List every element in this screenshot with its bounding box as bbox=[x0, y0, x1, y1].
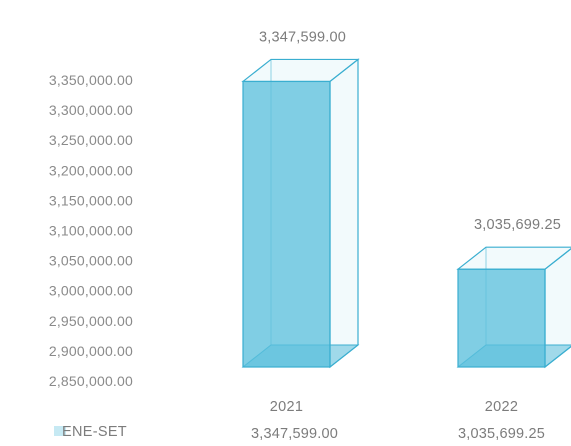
y-tick-label: 2,850,000.00 bbox=[49, 373, 133, 389]
legend-label: ENE-SET bbox=[62, 424, 127, 440]
bar-front-face bbox=[242, 80, 331, 368]
data-table: 3,347,599.00 3,035,699.25 bbox=[251, 426, 545, 442]
bars bbox=[241, 58, 571, 369]
y-tick-label: 3,150,000.00 bbox=[49, 192, 133, 208]
y-tick-label: 3,250,000.00 bbox=[49, 132, 133, 148]
data-table-value: 3,347,599.00 bbox=[251, 426, 338, 442]
data-label: 3,035,699.25 bbox=[474, 217, 561, 233]
y-tick-label: 3,050,000.00 bbox=[49, 253, 133, 269]
bar-front-face bbox=[457, 268, 546, 368]
legend: ENE-SET bbox=[54, 424, 127, 440]
y-axis: 3,350,000.00 3,300,000.00 3,250,000.00 3,20… bbox=[49, 72, 133, 389]
bar-side-face bbox=[329, 58, 359, 369]
y-tick-label: 3,200,000.00 bbox=[49, 162, 133, 178]
y-tick-label: 3,100,000.00 bbox=[49, 223, 133, 239]
bar-2021 bbox=[241, 58, 360, 369]
bar-top-face bbox=[241, 58, 360, 83]
y-tick-label: 3,300,000.00 bbox=[49, 102, 133, 118]
y-tick-label: 3,350,000.00 bbox=[49, 72, 133, 88]
category-label: 2021 bbox=[270, 399, 303, 415]
data-table-value: 3,035,699.25 bbox=[458, 426, 545, 442]
bar-2022 bbox=[456, 246, 571, 369]
y-tick-label: 2,900,000.00 bbox=[49, 343, 133, 359]
data-labels: 3,347,599.00 3,035,699.25 bbox=[259, 29, 561, 233]
y-tick-label: 3,000,000.00 bbox=[49, 283, 133, 299]
category-label: 2022 bbox=[485, 399, 518, 415]
category-labels: 2021 2022 bbox=[270, 399, 518, 415]
bar-top-face bbox=[456, 246, 571, 270]
y-tick-label: 2,950,000.00 bbox=[49, 313, 133, 329]
data-label: 3,347,599.00 bbox=[259, 29, 346, 45]
legend-swatch bbox=[54, 426, 66, 436]
